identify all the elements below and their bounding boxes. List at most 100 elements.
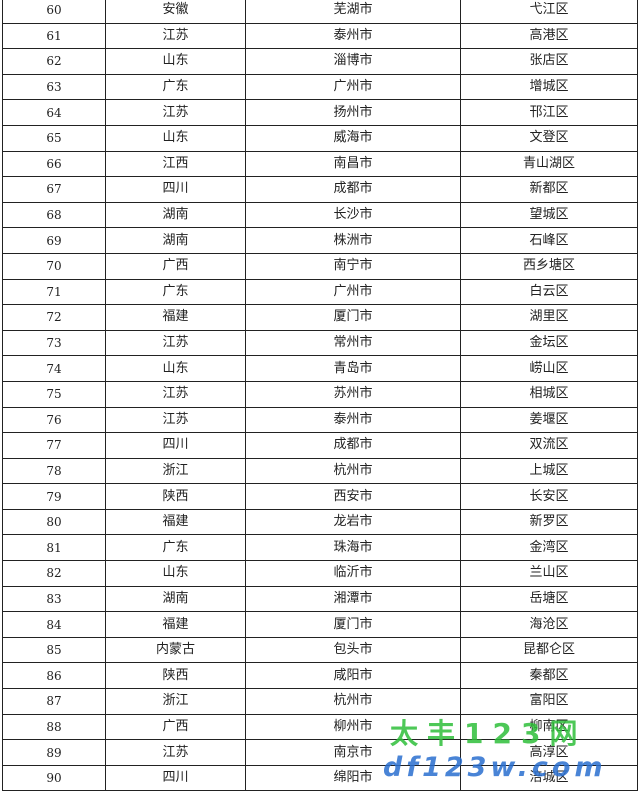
city: 南宁市 [245, 252, 461, 280]
table-row: 66 江西 南昌市 青山湖区 [2, 150, 638, 178]
city: 成都市 [245, 432, 461, 459]
city: 杭州市 [245, 688, 461, 715]
province: 福建 [105, 508, 246, 536]
province: 福建 [105, 611, 246, 638]
table-row: 74 山东 青岛市 崂山区 [2, 355, 638, 382]
district: 新都区 [460, 176, 638, 203]
row-number: 72 [2, 304, 106, 331]
district: 弋江区 [460, 0, 638, 24]
table-row: 85 内蒙古 包头市 昆都仑区 [2, 636, 638, 664]
district: 增城区 [460, 73, 638, 101]
city: 龙岩市 [245, 508, 461, 536]
row-number: 86 [2, 662, 106, 690]
province: 浙江 [105, 457, 246, 485]
table-row: 67 四川 成都市 新都区 [2, 176, 638, 203]
district: 昆都仑区 [460, 636, 638, 664]
city: 咸阳市 [245, 662, 461, 690]
province: 四川 [105, 764, 246, 792]
province: 江苏 [105, 380, 246, 408]
province: 山东 [105, 124, 246, 152]
district: 岳塘区 [460, 585, 638, 613]
city: 芜湖市 [245, 0, 461, 24]
province: 湖南 [105, 201, 246, 229]
district: 秦都区 [460, 662, 638, 690]
row-number: 62 [2, 48, 106, 75]
province: 江苏 [105, 329, 246, 357]
table-row: 80 福建 龙岩市 新罗区 [2, 508, 638, 536]
district: 崂山区 [460, 355, 638, 382]
district: 青山湖区 [460, 150, 638, 178]
province: 陕西 [105, 483, 246, 510]
province: 广西 [105, 713, 246, 741]
district: 高淳区 [460, 739, 638, 766]
row-number: 74 [2, 355, 106, 382]
table-row: 63 广东 广州市 增城区 [2, 73, 638, 101]
table-row: 68 湖南 长沙市 望城区 [2, 201, 638, 229]
table-row: 79 陕西 西安市 长安区 [2, 483, 638, 510]
city: 威海市 [245, 124, 461, 152]
table-row: 62 山东 淄博市 张店区 [2, 48, 638, 75]
city: 南昌市 [245, 150, 461, 178]
row-number: 80 [2, 508, 106, 536]
row-number: 60 [2, 0, 106, 24]
row-number: 88 [2, 713, 106, 741]
city: 杭州市 [245, 457, 461, 485]
province: 江西 [105, 150, 246, 178]
row-number: 78 [2, 457, 106, 485]
province: 广东 [105, 278, 246, 306]
row-number: 70 [2, 252, 106, 280]
row-number: 75 [2, 380, 106, 408]
table-row: 86 陕西 咸阳市 秦都区 [2, 662, 638, 690]
table-row: 72 福建 厦门市 湖里区 [2, 304, 638, 331]
table-row: 81 广东 珠海市 金湾区 [2, 534, 638, 562]
district: 金坛区 [460, 329, 638, 357]
city: 淄博市 [245, 48, 461, 75]
table-row: 76 江苏 泰州市 姜堰区 [2, 406, 638, 434]
row-number: 71 [2, 278, 106, 306]
row-number: 73 [2, 329, 106, 357]
city: 泰州市 [245, 406, 461, 434]
province: 内蒙古 [105, 636, 246, 664]
table-row: 89 江苏 南京市 高淳区 [2, 739, 638, 766]
province: 山东 [105, 355, 246, 382]
province: 广东 [105, 73, 246, 101]
row-number: 76 [2, 406, 106, 434]
row-number: 87 [2, 688, 106, 715]
district: 石峰区 [460, 227, 638, 254]
district: 双流区 [460, 432, 638, 459]
province: 江苏 [105, 406, 246, 434]
city: 厦门市 [245, 611, 461, 638]
province: 江苏 [105, 99, 246, 126]
district: 高港区 [460, 22, 638, 50]
city: 湘潭市 [245, 585, 461, 613]
city: 临沂市 [245, 560, 461, 587]
table-row: 77 四川 成都市 双流区 [2, 432, 638, 459]
table-row: 82 山东 临沂市 兰山区 [2, 560, 638, 587]
province: 广东 [105, 534, 246, 562]
province: 山东 [105, 48, 246, 75]
province: 广西 [105, 252, 246, 280]
province: 湖南 [105, 585, 246, 613]
table-row: 65 山东 威海市 文登区 [2, 124, 638, 152]
district: 白云区 [460, 278, 638, 306]
city: 厦门市 [245, 304, 461, 331]
table-row: 71 广东 广州市 白云区 [2, 278, 638, 306]
district: 文登区 [460, 124, 638, 152]
row-number: 63 [2, 73, 106, 101]
district: 相城区 [460, 380, 638, 408]
province: 浙江 [105, 688, 246, 715]
district: 涪城区 [460, 764, 638, 792]
row-number: 83 [2, 585, 106, 613]
row-number: 81 [2, 534, 106, 562]
table-row: 87 浙江 杭州市 富阳区 [2, 688, 638, 715]
district: 富阳区 [460, 688, 638, 715]
table-row: 78 浙江 杭州市 上城区 [2, 457, 638, 485]
row-number: 69 [2, 227, 106, 254]
row-number: 82 [2, 560, 106, 587]
province: 江苏 [105, 22, 246, 50]
district: 海沧区 [460, 611, 638, 638]
table-row: 61 江苏 泰州市 高港区 [2, 22, 638, 50]
city: 包头市 [245, 636, 461, 664]
